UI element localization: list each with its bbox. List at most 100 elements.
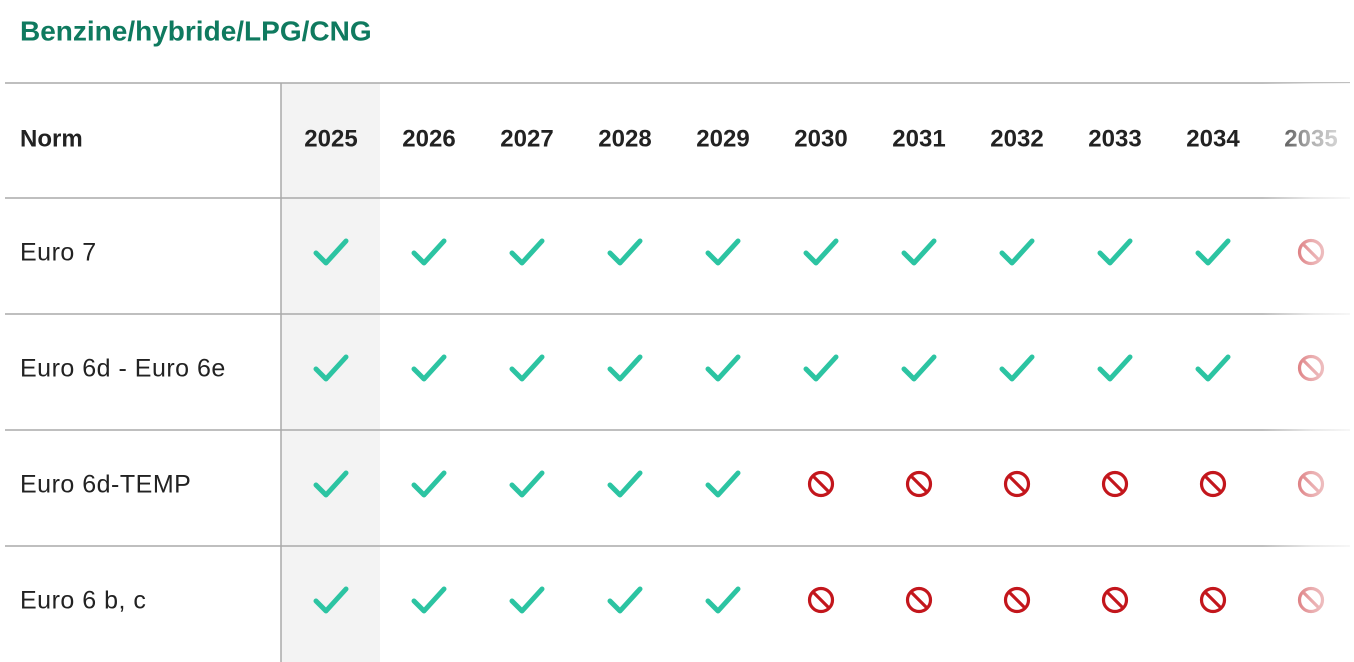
check-mark — [999, 238, 1035, 266]
allowed-icon — [1195, 238, 1231, 266]
forbidden-circle — [1003, 586, 1031, 614]
allowed-icon — [803, 238, 839, 266]
forbidden-icon — [807, 586, 835, 614]
allowed-icon — [705, 238, 741, 266]
year-header: 2026 — [402, 125, 455, 152]
check-mark — [509, 354, 545, 382]
check-mark — [1097, 238, 1133, 266]
allowed-icon — [1195, 354, 1231, 382]
forbidden-icon — [1101, 470, 1129, 498]
forbidden-slash — [909, 474, 929, 494]
check-mark — [607, 470, 643, 498]
check-mark — [607, 586, 643, 614]
allowed-icon — [901, 238, 937, 266]
allowed-icon — [509, 586, 545, 614]
check-mark — [705, 238, 741, 266]
check-mark — [1097, 354, 1133, 382]
forbidden-circle — [807, 586, 835, 614]
forbidden-slash — [811, 590, 831, 610]
check-mark — [705, 470, 741, 498]
allowed-icon — [313, 354, 349, 382]
check-mark — [509, 586, 545, 614]
year-header: 2028 — [598, 125, 651, 152]
forbidden-circle — [1199, 586, 1227, 614]
check-mark — [901, 354, 937, 382]
allowed-icon — [509, 470, 545, 498]
check-mark — [313, 354, 349, 382]
year-header: 2033 — [1088, 125, 1141, 152]
year-header: 2032 — [990, 125, 1043, 152]
check-mark — [509, 238, 545, 266]
allowed-icon — [803, 354, 839, 382]
forbidden-circle — [905, 470, 933, 498]
forbidden-slash — [1203, 474, 1223, 494]
forbidden-slash — [909, 590, 929, 610]
allowed-icon — [705, 354, 741, 382]
allowed-icon — [607, 354, 643, 382]
allowed-icon — [705, 586, 741, 614]
section-title: Benzine/hybride/LPG/CNG — [20, 15, 372, 46]
check-mark — [901, 238, 937, 266]
forbidden-circle — [1003, 470, 1031, 498]
forbidden-icon — [807, 470, 835, 498]
norm-label: Euro 7 — [20, 239, 97, 267]
forbidden-icon — [1101, 586, 1129, 614]
year-header: 2034 — [1186, 125, 1240, 152]
forbidden-icon — [1003, 470, 1031, 498]
forbidden-slash — [1203, 590, 1223, 610]
check-mark — [803, 354, 839, 382]
forbidden-circle — [1101, 586, 1129, 614]
allowed-icon — [999, 238, 1035, 266]
allowed-icon — [509, 238, 545, 266]
check-mark — [411, 470, 447, 498]
forbidden-icon — [905, 470, 933, 498]
check-mark — [607, 238, 643, 266]
allowed-icon — [411, 238, 447, 266]
check-mark — [313, 470, 349, 498]
scroll-fade — [1262, 83, 1354, 662]
allowed-icon — [411, 470, 447, 498]
check-mark — [313, 238, 349, 266]
allowed-icon — [607, 586, 643, 614]
year-header: 2031 — [892, 125, 945, 152]
check-mark — [1195, 354, 1231, 382]
forbidden-slash — [1007, 590, 1027, 610]
allowed-icon — [411, 586, 447, 614]
allowed-icon — [999, 354, 1035, 382]
allowed-icon — [705, 470, 741, 498]
forbidden-circle — [1101, 470, 1129, 498]
check-mark — [411, 354, 447, 382]
check-mark — [607, 354, 643, 382]
allowed-icon — [1097, 238, 1133, 266]
forbidden-slash — [1105, 590, 1125, 610]
year-header: 2029 — [696, 125, 749, 152]
check-mark — [1195, 238, 1231, 266]
check-mark — [411, 586, 447, 614]
allowed-icon — [313, 586, 349, 614]
check-mark — [509, 470, 545, 498]
allowed-icon — [1097, 354, 1133, 382]
norm-label: Euro 6d-TEMP — [20, 471, 191, 499]
allowed-icon — [313, 238, 349, 266]
forbidden-slash — [811, 474, 831, 494]
check-mark — [411, 238, 447, 266]
check-mark — [705, 586, 741, 614]
forbidden-slash — [1105, 474, 1125, 494]
year-header: 2027 — [500, 125, 553, 152]
allowed-icon — [313, 470, 349, 498]
forbidden-icon — [1199, 586, 1227, 614]
check-mark — [803, 238, 839, 266]
norm-label: Euro 6d - Euro 6e — [20, 355, 226, 383]
forbidden-circle — [1199, 470, 1227, 498]
forbidden-circle — [807, 470, 835, 498]
forbidden-icon — [905, 586, 933, 614]
allowed-icon — [509, 354, 545, 382]
allowed-icon — [901, 354, 937, 382]
norm-label: Euro 6 b, c — [20, 587, 146, 615]
year-header: 2025 — [304, 125, 357, 152]
check-mark — [313, 586, 349, 614]
allowed-icon — [607, 470, 643, 498]
forbidden-slash — [1007, 474, 1027, 494]
